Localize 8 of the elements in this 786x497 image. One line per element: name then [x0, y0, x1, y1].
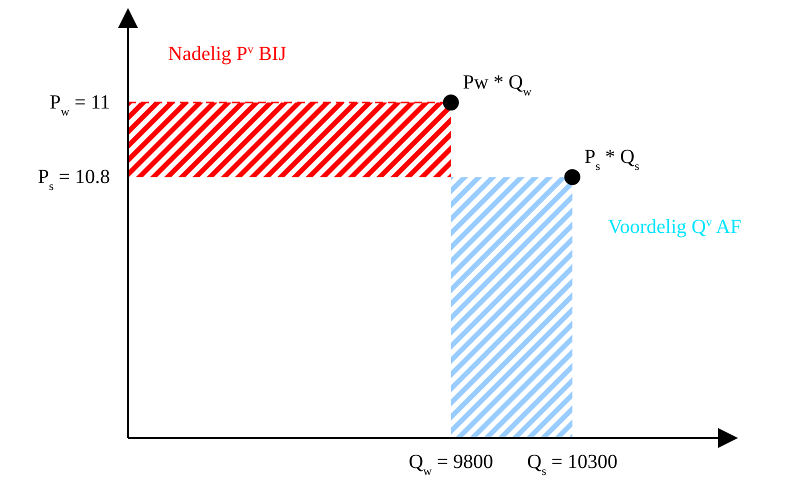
annotation: P$_{s}$ * Q$_{s}$	[584, 146, 640, 174]
x-tick-label: Q$_{s}$ = 10300	[527, 451, 618, 478]
y-tick-label: P$_{s}$ = 10.8	[38, 166, 110, 194]
annotation: Voordelig Q$^{v}$ AF	[608, 215, 742, 238]
annotation: Nadelig P$^{v}$ BIJ	[168, 42, 286, 65]
y-tick-label: P$_{w}$ = 11	[50, 92, 110, 119]
annotation: Pw * Q$_{w}$	[462, 72, 532, 99]
x-tick-label: Q$_{w}$ = 9800	[408, 451, 494, 478]
